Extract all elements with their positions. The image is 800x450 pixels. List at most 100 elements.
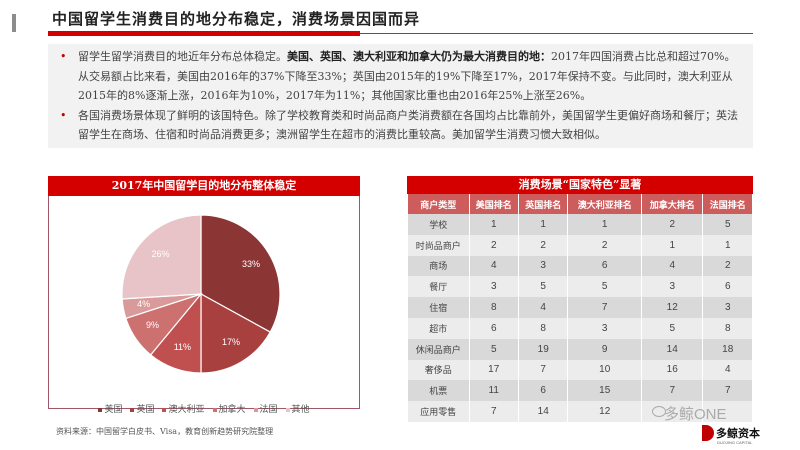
rank-cell: 1: [468, 214, 519, 235]
rank-cell: 2: [640, 214, 704, 235]
rank-cell: 12: [640, 297, 704, 318]
rank-cell: 1: [702, 234, 753, 256]
table-row: 超市 6 8 3 5 8: [407, 317, 753, 339]
rank-cell: 1: [517, 214, 569, 235]
rank-cell: 7: [640, 380, 704, 402]
column-header: 英国排名: [517, 194, 569, 214]
legend-item: 法国: [253, 402, 278, 415]
merchant-type-cell: 应用零售: [407, 401, 470, 422]
rank-cell: 18: [702, 338, 753, 360]
rank-cell: 4: [702, 359, 753, 381]
pie-slice-label: 11%: [173, 341, 192, 352]
rank-cell: 10: [567, 359, 642, 381]
merchant-type-cell: 学校: [407, 214, 470, 235]
side-marker: [12, 14, 16, 32]
rank-cell: 2: [468, 234, 519, 256]
table-row: 住宿 8 4 7 12 3: [407, 297, 753, 318]
rank-cell: 2: [702, 255, 753, 277]
pie-legend: 美国 英国 澳大利亚 加拿大 法国 其他: [48, 402, 360, 415]
rank-cell: 5: [567, 276, 642, 298]
pie-slice-2: [200, 292, 272, 374]
title-divider: [48, 33, 753, 34]
legend-swatch-icon: [253, 407, 258, 412]
brand-logo-subtext: DUOJING CAPITAL: [717, 440, 753, 445]
summary-bullet-2: • 各国消费场景体现了鲜明的该国特色。除了学校教育类和时尚品商户类消费额在各国均…: [56, 106, 745, 145]
title-accent-bar: [48, 31, 360, 36]
bullet-dot-icon: •: [60, 108, 67, 122]
summary-box: • 留学生留学消费目的地近年分布总体稳定。美国、英国、澳大利亚和加拿大仍为最大消…: [48, 44, 753, 148]
rank-cell: 4: [468, 255, 519, 277]
column-header: 法国排名: [702, 194, 753, 214]
table-row: 商场 4 3 6 4 2: [407, 255, 753, 277]
legend-label: 美国: [104, 405, 123, 415]
ranking-table-panel: 消费场景“国家特色”显著 商户类型 美国排名 英国排名 澳大利亚排名 加拿大排名 法国排名…: [407, 176, 753, 422]
pie-chart: [121, 214, 281, 374]
legend-swatch-icon: [130, 407, 135, 412]
wechat-icon: [652, 406, 666, 417]
summary-bullet-1: • 留学生留学消费目的地近年分布总体稳定。美国、英国、澳大利亚和加拿大仍为最大消…: [56, 47, 745, 106]
rank-cell: 5: [517, 276, 569, 298]
pie-slice-label: 9%: [145, 319, 159, 330]
legend-label: 其他: [291, 405, 310, 415]
merchant-type-cell: 超市: [407, 317, 470, 339]
rank-cell: 6: [702, 276, 753, 298]
pie-slice-1: [200, 214, 281, 333]
rank-cell: 8: [468, 297, 519, 318]
pie-slice-6: [121, 214, 202, 300]
rank-cell: 16: [640, 359, 704, 381]
column-header: 加拿大排名: [640, 194, 704, 214]
rank-cell: 17: [468, 359, 519, 381]
rank-cell: 2: [517, 234, 569, 256]
brand-logo-text: 多鲸资本: [716, 427, 760, 440]
rank-cell: 7: [468, 401, 519, 422]
bullet-text-post: 2017年四国消费占比总和超过70%。从交易额占比来看，美国由2016年的37%…: [78, 50, 736, 102]
ranking-table: 商户类型 美国排名 英国排名 澳大利亚排名 加拿大排名 法国排名 学校 1 1 1 2 5 时尚品商户…: [407, 194, 753, 422]
rank-cell: 6: [567, 255, 642, 277]
legend-item: 其他: [285, 402, 310, 415]
merchant-type-cell: 餐厅: [407, 276, 470, 298]
rank-cell: 15: [567, 380, 642, 402]
table-row: 奢侈品 17 7 10 16 4: [407, 359, 753, 381]
merchant-type-cell: 休闲品商户: [407, 338, 470, 360]
legend-label: 法国: [259, 405, 278, 415]
pie-slice-label: 33%: [241, 259, 260, 270]
legend-swatch-icon: [162, 407, 167, 412]
rank-cell: 11: [468, 380, 519, 402]
rank-cell: [702, 401, 753, 422]
column-header: 美国排名: [468, 194, 519, 214]
legend-item: 加拿大: [212, 402, 246, 415]
rank-cell: 14: [640, 338, 704, 360]
rank-cell: 7: [702, 380, 753, 402]
rank-cell: 19: [517, 338, 569, 360]
table-row: 餐厅 3 5 5 3 6: [407, 276, 753, 298]
rank-cell: 3: [517, 255, 569, 277]
pie-slice-label: 4%: [137, 298, 151, 309]
rank-cell: 7: [517, 359, 569, 381]
rank-cell: 14: [517, 401, 569, 422]
merchant-type-cell: 住宿: [407, 297, 470, 318]
rank-cell: 3: [640, 276, 704, 298]
legend-swatch-icon: [285, 407, 290, 412]
legend-label: 加拿大: [218, 405, 246, 415]
legend-label: 英国: [136, 405, 155, 415]
pie-slice-label: 17%: [221, 336, 240, 347]
bullet-text: 各国消费场景体现了鲜明的该国特色。除了学校教育类和时尚品商户类消费额在各国均占比…: [78, 108, 738, 142]
rank-cell: 7: [567, 297, 642, 318]
legend-swatch-icon: [212, 407, 217, 412]
rank-cell: 1: [640, 234, 704, 256]
column-header: 商户类型: [407, 194, 470, 214]
source-note: 资料来源：中国留学白皮书、Visa，教育创新趋势研究院整理: [56, 427, 274, 436]
rank-cell: 2: [567, 234, 642, 256]
rank-cell: 4: [640, 255, 704, 277]
merchant-type-cell: 奢侈品: [407, 359, 470, 381]
bullet-text-pre: 留学生留学消费目的地近年分布总体稳定。: [78, 50, 287, 63]
pie-chart-panel: [48, 176, 360, 409]
rank-cell: 4: [517, 297, 569, 318]
legend-item: 澳大利亚: [162, 402, 205, 415]
pie-slice-label: 26%: [151, 249, 170, 260]
rank-cell: 5: [702, 214, 753, 235]
legend-item: 美国: [98, 402, 122, 415]
table-row: 休闲品商户 5 19 9 14 18: [407, 338, 753, 360]
rank-cell: 1: [567, 214, 642, 235]
rank-cell: 12: [567, 401, 642, 422]
